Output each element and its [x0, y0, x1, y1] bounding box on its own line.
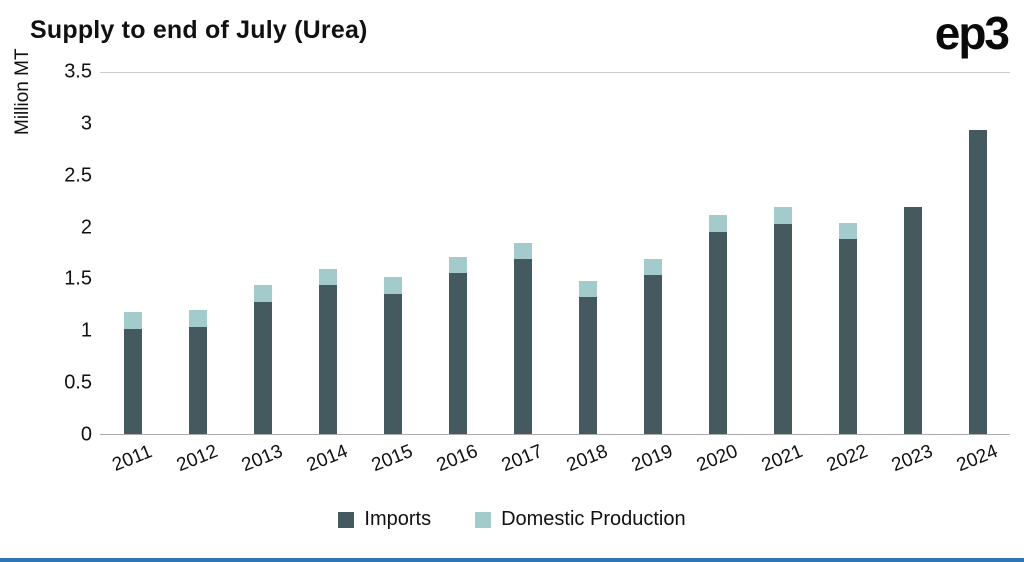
bars-container: 2011 2012 2013 2014 2015 2016 2017 2018 2019 2020…	[100, 73, 1010, 476]
legend-item-imports: Imports	[338, 508, 431, 531]
bar-2016-imports	[448, 273, 467, 434]
y-tick-label: 0	[80, 423, 92, 446]
x-axis-label-2021: 2021	[758, 440, 806, 477]
bar-2016-domestic-production	[448, 256, 467, 274]
plot-area: 2011 2012 2013 2014 2015 2016 2017 2018 2019 2020…	[100, 72, 1010, 476]
x-axis-label-2016: 2016	[433, 440, 481, 477]
legend-label: Imports	[364, 508, 432, 530]
bar-column-2017: 2017	[490, 73, 555, 476]
bar-column-2016: 2016	[425, 73, 490, 476]
bar-column-2023: 2023	[880, 73, 945, 476]
x-axis-label-2019: 2019	[628, 440, 676, 477]
x-axis-label-2013: 2013	[238, 440, 286, 477]
bar-2017-imports	[513, 258, 532, 434]
y-tick-label: 2.5	[64, 164, 92, 187]
x-axis-label-2015: 2015	[368, 440, 416, 477]
bar-column-2018: 2018	[555, 73, 620, 476]
bar-2018-imports	[578, 296, 597, 434]
bar-2015-imports	[383, 293, 402, 434]
bar-2020-domestic-production	[708, 215, 727, 232]
bar-column-2021: 2021	[750, 73, 815, 476]
y-tick-label: 2	[80, 216, 92, 239]
legend-item-domestic-production: Domestic Production	[475, 508, 686, 531]
x-axis-label-2018: 2018	[563, 440, 611, 477]
bar-2012-domestic-production	[188, 310, 207, 327]
legend-swatch-icon	[475, 511, 492, 528]
bar-2023-imports	[903, 207, 922, 434]
bar-column-2022: 2022	[815, 73, 880, 476]
x-axis-label-2017: 2017	[498, 440, 546, 477]
y-tick-label: 3	[80, 112, 92, 135]
bar-column-2020: 2020	[685, 73, 750, 476]
x-axis-label-2024: 2024	[953, 440, 1001, 477]
chart-legend: Imports Domestic Production	[0, 508, 1024, 531]
bar-2019-imports	[643, 275, 662, 434]
ep3-logo: ep3	[934, 7, 1010, 59]
bar-2020-imports	[708, 231, 727, 434]
bar-2013-domestic-production	[253, 285, 272, 302]
bar-2014-domestic-production	[318, 268, 337, 286]
bar-column-2011: 2011	[100, 73, 165, 476]
bar-column-2019: 2019	[620, 73, 685, 476]
bar-2011-imports	[123, 328, 142, 434]
bar-column-2012: 2012	[165, 73, 230, 476]
x-axis-label-2014: 2014	[303, 440, 351, 477]
bar-column-2015: 2015	[360, 73, 425, 476]
bar-2022-domestic-production	[838, 222, 857, 240]
bar-2017-domestic-production	[513, 243, 532, 259]
x-axis-label-2022: 2022	[823, 440, 871, 477]
bar-2014-imports	[318, 285, 337, 434]
y-tick-label: 0.5	[64, 371, 92, 394]
y-axis-ticks: 0 0.5 1 1.5 2 2.5 3 3.5	[48, 61, 92, 446]
legend-label: Domestic Production	[501, 508, 686, 530]
bar-column-2024: 2024	[945, 73, 1010, 476]
legend-swatch-icon	[338, 511, 355, 528]
bar-2019-domestic-production	[643, 258, 662, 276]
y-axis-label: Million MT	[12, 48, 33, 135]
bar-column-2014: 2014	[295, 73, 360, 476]
bar-2012-imports	[188, 326, 207, 434]
x-axis-label-2020: 2020	[693, 440, 741, 477]
bar-2021-domestic-production	[773, 207, 792, 224]
x-axis-label-2023: 2023	[888, 440, 936, 477]
bar-column-2013: 2013	[230, 73, 295, 476]
chart-title: Supply to end of July (Urea)	[30, 16, 368, 44]
bar-2024-imports	[968, 129, 987, 434]
bar-2022-imports	[838, 239, 857, 434]
bar-2018-domestic-production	[578, 281, 597, 297]
bar-2011-domestic-production	[123, 312, 142, 329]
y-tick-label: 1	[80, 319, 92, 342]
x-axis-label-2011: 2011	[109, 441, 156, 476]
y-tick-label: 3.5	[64, 60, 92, 83]
bar-2021-imports	[773, 223, 792, 434]
bar-2013-imports	[253, 301, 272, 434]
x-axis-label-2012: 2012	[173, 440, 221, 477]
bar-2015-domestic-production	[383, 277, 402, 294]
y-tick-label: 1.5	[64, 267, 92, 290]
